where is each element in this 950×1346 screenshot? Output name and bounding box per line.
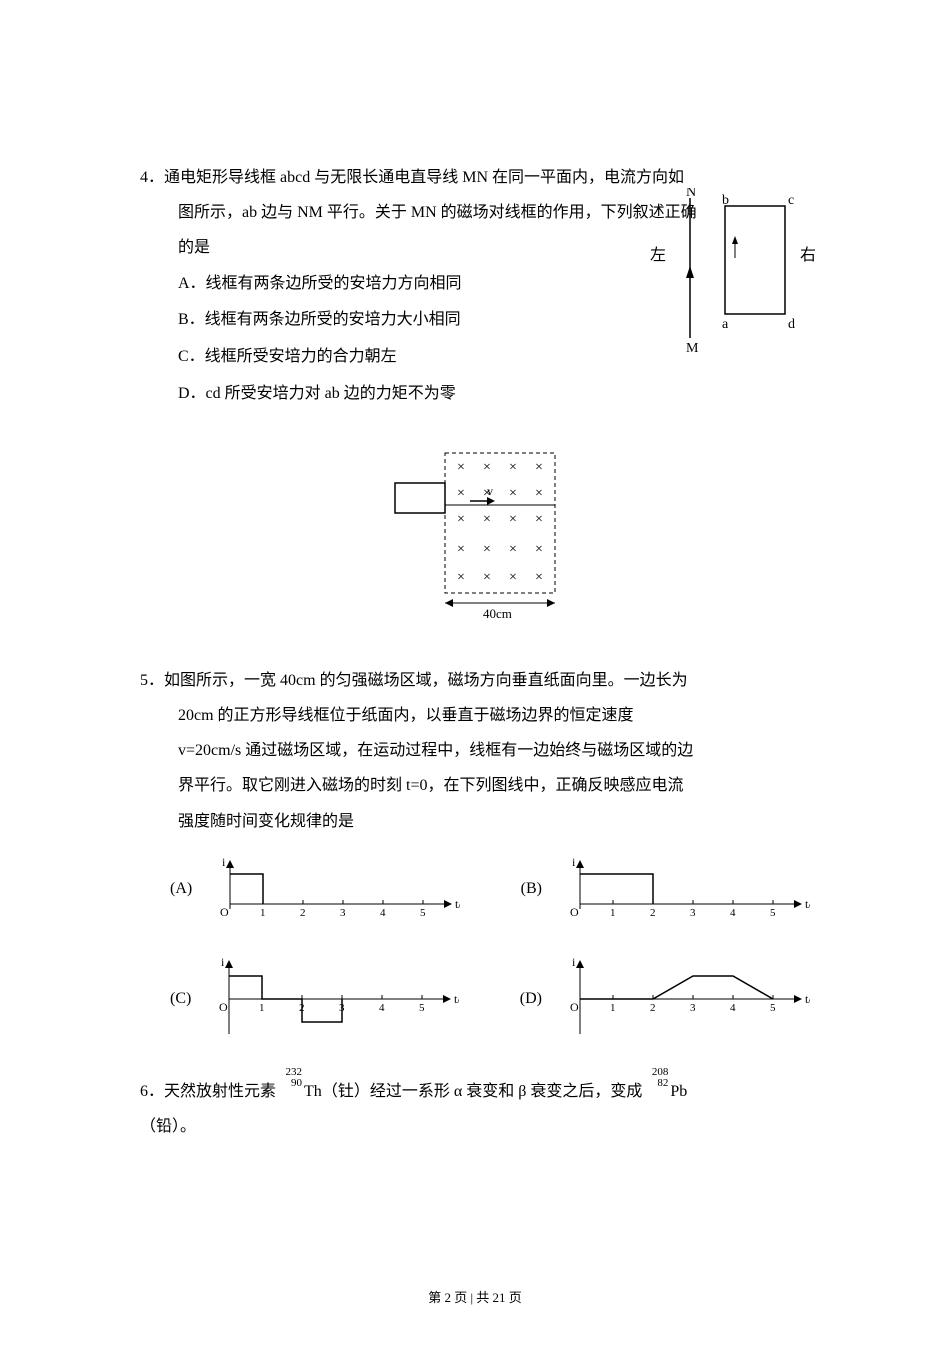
svg-text:×: × bbox=[483, 570, 491, 585]
isotope-pb: 208 82 bbox=[646, 1074, 668, 1109]
svg-text:×: × bbox=[509, 486, 517, 501]
graph-D-label: (D) bbox=[520, 990, 542, 1008]
svg-text:i: i bbox=[572, 955, 576, 969]
graph-C-svg: i O t/s 12345 bbox=[199, 954, 459, 1044]
graph-D: (D) i O t/s 1 2 3 4 5 bbox=[520, 954, 810, 1044]
graph-C: (C) i O t/s 12345 bbox=[170, 954, 459, 1044]
label-N: N bbox=[686, 188, 696, 200]
svg-text:1: 1 bbox=[610, 907, 616, 919]
svg-text:×: × bbox=[509, 512, 517, 527]
label-b: b bbox=[722, 193, 729, 208]
svg-text:4: 4 bbox=[730, 1002, 736, 1014]
q5-text5: 强度随时间变化规律的是 bbox=[140, 804, 810, 839]
q4-diagram-svg: N M b c a d 左 右 bbox=[640, 188, 820, 358]
svg-text:3: 3 bbox=[340, 907, 346, 919]
graph-B-label: (B) bbox=[521, 880, 542, 898]
svg-text:×: × bbox=[483, 542, 491, 557]
svg-text:5: 5 bbox=[420, 907, 426, 919]
v-label: v bbox=[487, 484, 493, 498]
q5-text4: 界平行。取它刚进入磁场的时刻 t=0，在下列图线中，正确反映感应电流 bbox=[140, 768, 810, 803]
svg-text:O: O bbox=[570, 1000, 579, 1014]
svg-text:×: × bbox=[457, 460, 465, 475]
q5-number: 5． bbox=[140, 672, 164, 689]
q5-line1: 5．如图所示，一宽 40cm 的匀强磁场区域，磁场方向垂直纸面向里。一边长为 bbox=[140, 663, 810, 698]
svg-text:i: i bbox=[221, 955, 225, 969]
width-label: 40cm bbox=[483, 606, 512, 621]
svg-text:×: × bbox=[483, 512, 491, 527]
q4-diagram: N M b c a d 左 右 bbox=[640, 188, 820, 358]
q6-mid: （钍）经过一系形 α 衰变和 β 衰变之后，变成 bbox=[322, 1083, 643, 1100]
svg-text:×: × bbox=[457, 486, 465, 501]
svg-text:5: 5 bbox=[770, 1002, 776, 1014]
label-M: M bbox=[686, 341, 699, 356]
q5-text3: v=20cm/s 通过磁场区域，在运动过程中，线框有一边始终与磁场区域的边 bbox=[140, 733, 810, 768]
svg-text:5: 5 bbox=[770, 907, 776, 919]
graph-A-svg: i O t/s 1 2 3 4 5 bbox=[200, 854, 460, 924]
svg-text:×: × bbox=[535, 512, 543, 527]
page-footer: 第 2 页 | 共 21 页 bbox=[0, 1287, 950, 1306]
svg-text:t/s: t/s bbox=[454, 992, 459, 1006]
q5-graphs: (A) i O t/s 1 2 3 4 5 (B) bbox=[140, 854, 810, 1044]
svg-text:4: 4 bbox=[730, 907, 736, 919]
q5-text2: 20cm 的正方形导线框位于纸面内，以垂直于磁场边界的恒定速度 bbox=[140, 698, 810, 733]
svg-text:×: × bbox=[509, 460, 517, 475]
svg-text:2: 2 bbox=[300, 907, 306, 919]
question-4: 4．通电矩形导线框 abcd 与无限长通电直导线 MN 在同一平面内，电流方向如… bbox=[140, 160, 810, 413]
svg-text:×: × bbox=[457, 570, 465, 585]
svg-text:2: 2 bbox=[650, 907, 656, 919]
svg-text:1: 1 bbox=[610, 1002, 616, 1014]
svg-text:×: × bbox=[457, 542, 465, 557]
graph-B: (B) i O t/s 1 2 3 4 5 bbox=[521, 854, 810, 924]
graph-D-svg: i O t/s 1 2 3 4 5 bbox=[550, 954, 810, 1044]
label-left: 左 bbox=[650, 246, 666, 264]
svg-text:1: 1 bbox=[259, 1002, 265, 1014]
q5-text1: 如图所示，一宽 40cm 的匀强磁场区域，磁场方向垂直纸面向里。一边长为 bbox=[164, 672, 688, 689]
svg-text:t/s: t/s bbox=[455, 897, 460, 911]
svg-text:O: O bbox=[220, 905, 229, 919]
label-right: 右 bbox=[800, 246, 816, 264]
isotope-th: 232 90 bbox=[280, 1074, 302, 1109]
q4-number: 4． bbox=[140, 169, 164, 186]
svg-text:t/s: t/s bbox=[805, 897, 810, 911]
svg-text:×: × bbox=[535, 460, 543, 475]
svg-text:O: O bbox=[570, 905, 579, 919]
svg-text:×: × bbox=[535, 486, 543, 501]
label-d: d bbox=[788, 317, 795, 332]
svg-text:1: 1 bbox=[260, 907, 266, 919]
q6-suffix: （铅）。 bbox=[140, 1109, 810, 1144]
svg-text:4: 4 bbox=[380, 907, 386, 919]
svg-text:2: 2 bbox=[650, 1002, 656, 1014]
svg-text:×: × bbox=[509, 542, 517, 557]
q4-optD: D．cd 所受安培力对 ab 边的力矩不为零 bbox=[178, 376, 810, 413]
svg-text:t/s: t/s bbox=[805, 992, 810, 1006]
svg-text:×: × bbox=[483, 460, 491, 475]
th-sym: Th bbox=[304, 1083, 322, 1100]
label-c: c bbox=[788, 193, 794, 208]
question-6: 6．天然放射性元素 232 90 Th（钍）经过一系形 α 衰变和 β 衰变之后… bbox=[140, 1074, 810, 1144]
field-diagram-svg: ×××× ×××× ×××× ×××× ×××× v 40cm bbox=[375, 443, 575, 623]
svg-text:i: i bbox=[572, 855, 576, 869]
svg-text:O: O bbox=[219, 1000, 228, 1014]
pb-sym: Pb bbox=[670, 1083, 687, 1100]
svg-text:5: 5 bbox=[419, 1002, 425, 1014]
q6-prefix: 天然放射性元素 bbox=[164, 1083, 276, 1100]
svg-text:×: × bbox=[535, 570, 543, 585]
svg-text:×: × bbox=[509, 570, 517, 585]
graph-C-label: (C) bbox=[170, 990, 191, 1008]
label-a: a bbox=[722, 317, 729, 332]
question-5: 5．如图所示，一宽 40cm 的匀强磁场区域，磁场方向垂直纸面向里。一边长为 2… bbox=[140, 663, 810, 1044]
q4-text1: 通电矩形导线框 abcd 与无限长通电直导线 MN 在同一平面内，电流方向如 bbox=[164, 169, 684, 186]
svg-text:i: i bbox=[222, 855, 226, 869]
svg-text:3: 3 bbox=[690, 1002, 696, 1014]
svg-text:4: 4 bbox=[379, 1002, 385, 1014]
svg-text:3: 3 bbox=[690, 907, 696, 919]
q6-number: 6． bbox=[140, 1083, 164, 1100]
svg-text:×: × bbox=[535, 542, 543, 557]
svg-text:×: × bbox=[457, 512, 465, 527]
q6-line1: 6．天然放射性元素 232 90 Th（钍）经过一系形 α 衰变和 β 衰变之后… bbox=[140, 1074, 810, 1109]
field-diagram: ×××× ×××× ×××× ×××× ×××× v 40cm bbox=[140, 443, 810, 623]
graph-A: (A) i O t/s 1 2 3 4 5 bbox=[170, 854, 460, 924]
graph-B-svg: i O t/s 1 2 3 4 5 bbox=[550, 854, 810, 924]
graph-A-label: (A) bbox=[170, 880, 192, 898]
